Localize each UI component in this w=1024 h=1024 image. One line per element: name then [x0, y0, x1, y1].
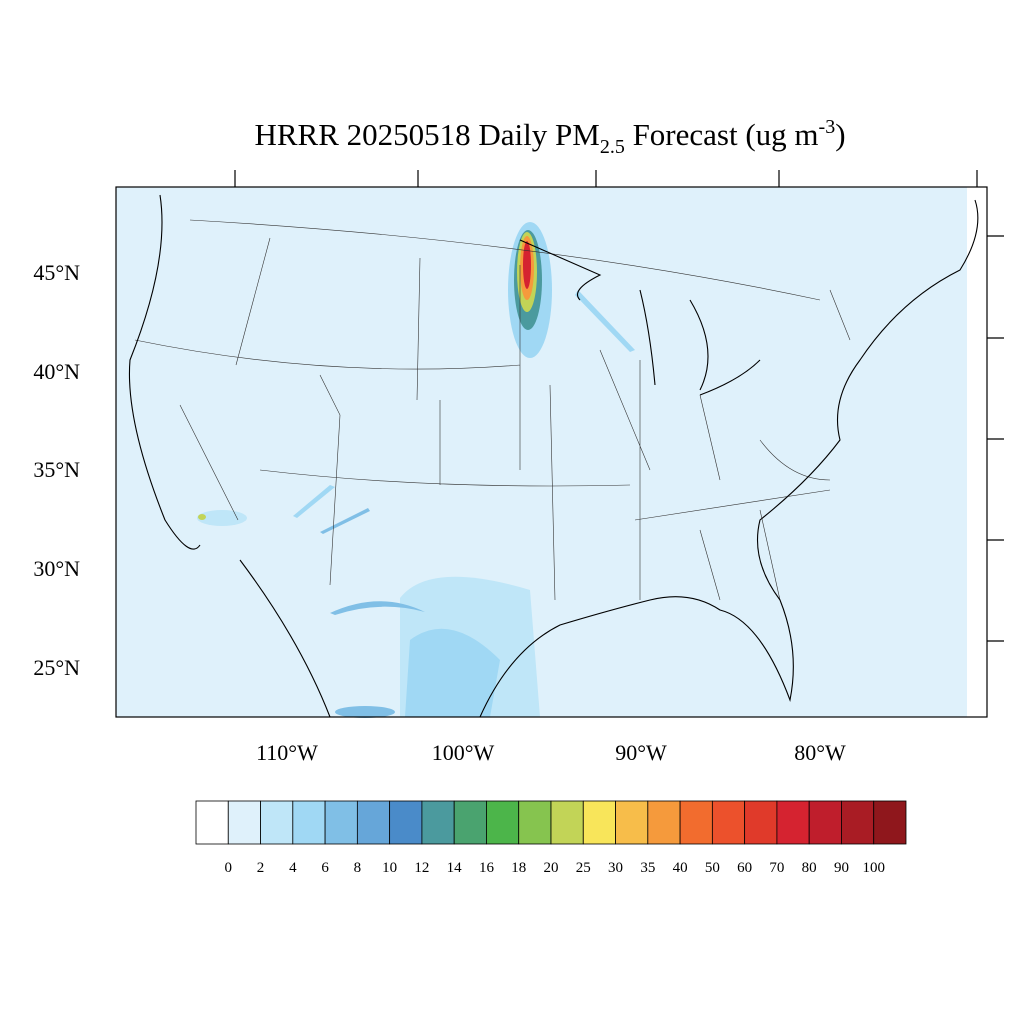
colorbar-label: 2: [257, 860, 265, 876]
lon-label: 100°W: [432, 740, 495, 765]
colorbar-label: 8: [354, 860, 362, 876]
colorbar-swatch: [582, 800, 616, 845]
title-end: ): [835, 117, 845, 152]
colorbar-swatch: [389, 800, 423, 845]
colorbar-label: 10: [382, 860, 397, 876]
colorbar-swatch: [679, 800, 713, 845]
plumes: [197, 222, 635, 718]
map-ticks: [234, 170, 1004, 642]
colorbar-swatch: [486, 800, 520, 845]
colorbar-swatch: [227, 800, 261, 845]
colorbar-swatch: [873, 800, 907, 845]
colorbar-swatch: [421, 800, 455, 845]
colorbar-label: 4: [289, 860, 297, 876]
colorbar-label: 18: [511, 860, 526, 876]
colorbar-swatch: [647, 800, 681, 845]
title-sub: 2.5: [600, 136, 625, 158]
map: [115, 170, 1004, 718]
lat-label: 45°N: [33, 260, 80, 285]
lat-label: 35°N: [33, 457, 80, 482]
lat-label: 30°N: [33, 556, 80, 581]
colorbar-swatch: [744, 800, 778, 845]
map-edge: [967, 187, 987, 717]
state-borders: [134, 219, 851, 601]
map-frame: [115, 186, 988, 718]
colorbar-swatch: [260, 800, 294, 845]
colorbar-label: 6: [321, 860, 329, 876]
colorbar-swatch: [711, 800, 746, 845]
colorbar: 0 2 4 6 8 10 12 14 16 18 20 25 30 35 40 50 60 70 80 90 100: [195, 800, 907, 876]
colorbar-label: 25: [576, 860, 591, 876]
colorbar-label: 100: [862, 860, 885, 876]
colorbar-swatch: [841, 800, 875, 845]
colorbar-label: 35: [640, 860, 655, 876]
lon-label: 90°W: [615, 740, 667, 765]
colorbar-swatch: [292, 800, 326, 845]
lat-label: 40°N: [33, 359, 80, 384]
colorbar-label: 60: [737, 860, 752, 876]
colorbar-label: 70: [769, 860, 784, 876]
colorbar-swatch: [356, 800, 391, 845]
colorbar-label: 20: [544, 860, 559, 876]
colorbar-swatch: [776, 800, 810, 845]
colorbar-label: 80: [802, 860, 817, 876]
colorbar-label: 14: [447, 860, 463, 876]
colorbar-label: 40: [673, 860, 688, 876]
colorbar-swatch: [615, 800, 649, 845]
lat-label: 25°N: [33, 655, 80, 680]
colorbar-swatch: [195, 800, 229, 845]
colorbar-swatch: [518, 800, 552, 845]
colorbar-label: 12: [414, 860, 429, 876]
colorbar-label: 0: [225, 860, 233, 876]
map-title: HRRR 20250518 Daily PM2.5 Forecast (ug m…: [254, 116, 845, 158]
title-middle: Forecast (ug m: [625, 117, 819, 152]
title-sup: -3: [819, 116, 836, 138]
colorbar-label: 50: [705, 860, 720, 876]
colorbar-label: 16: [479, 860, 495, 876]
title-main: HRRR 20250518 Daily PM: [254, 117, 599, 152]
colorbar-swatch: [808, 800, 842, 845]
colorbar-swatch: [453, 800, 487, 845]
lon-label: 110°W: [256, 740, 318, 765]
lon-label: 80°W: [794, 740, 846, 765]
colorbar-label: 90: [834, 860, 849, 876]
colorbar-swatch: [550, 800, 584, 845]
coastline: [128, 194, 979, 718]
colorbar-label: 30: [608, 860, 623, 876]
colorbar-swatch: [324, 800, 358, 845]
